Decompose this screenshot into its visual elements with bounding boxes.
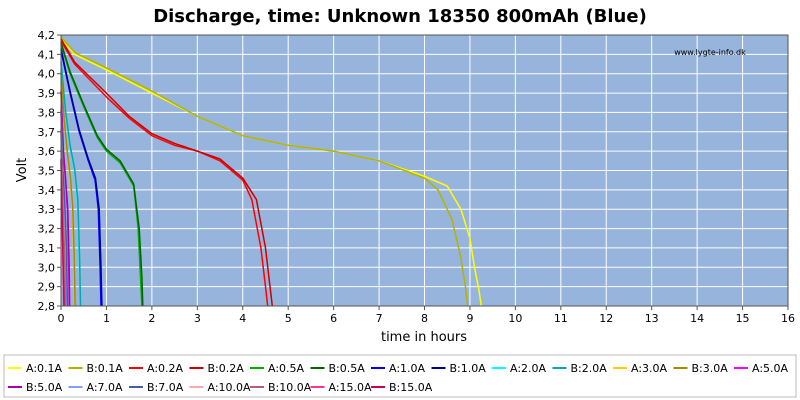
y-tick-label: 2,9 (38, 281, 56, 294)
y-tick-labels: 2,8 2,9 3,0 3,1 3,2 3,3 3,4 3,5 3,6 3,7 3,8 3,9 4,0 4… (38, 29, 61, 313)
y-axis-label: Volt (15, 158, 30, 183)
legend-label: B:0.2A (208, 362, 245, 375)
x-tick-label: 1 (103, 312, 110, 325)
legend-label: B:1.0A (450, 362, 487, 375)
series-line-b-2-0a (60, 62, 82, 307)
x-tick-label: 12 (599, 312, 613, 325)
legend-label: B:0.1A (87, 362, 124, 375)
series-line-b-10-0a (60, 129, 67, 307)
legend-label: A:15.0A (329, 381, 373, 394)
y-tick-label: 4,1 (38, 48, 56, 61)
legend-label: B:3.0A (692, 362, 729, 375)
legend: A:0.1A B:0.1A A:0.2A B:0.2A A:0.5A B:0.5A A:1.… (8, 362, 789, 394)
watermark-text: www.lygte-info.dk (674, 48, 746, 57)
x-tick-label: 14 (690, 312, 704, 325)
x-tick-label: 9 (466, 312, 473, 325)
y-tick-label: 4,0 (38, 68, 56, 81)
x-tick-label: 13 (645, 312, 659, 325)
series-lines (60, 36, 483, 307)
legend-label: B:15.0A (389, 381, 433, 394)
y-tick-label: 3,8 (38, 106, 56, 119)
y-tick-label: 4,2 (38, 29, 56, 42)
x-tick-label: 11 (554, 312, 568, 325)
chart-title: Discharge, time: Unknown 18350 800mAh (B… (153, 6, 647, 27)
legend-label: A:3.0A (631, 362, 668, 375)
x-tick-label: 3 (194, 312, 201, 325)
legend-label: B:10.0A (268, 381, 312, 394)
y-tick-label: 3,6 (38, 145, 56, 158)
y-tick-label: 2,8 (38, 300, 56, 313)
x-axis-label: time in hours (381, 330, 467, 345)
series-line-b-15-0a (60, 158, 65, 307)
series-line-b-0-1a (60, 36, 469, 307)
legend-label: A:0.5A (268, 362, 305, 375)
legend-label: A:1.0A (389, 362, 426, 375)
x-tick-label: 8 (421, 312, 428, 325)
x-tick-label: 6 (330, 312, 337, 325)
y-tick-label: 3,1 (38, 242, 56, 255)
y-tick-label: 3,9 (38, 87, 56, 100)
x-tick-label: 15 (736, 312, 750, 325)
legend-label: A:10.0A (208, 381, 252, 394)
grid-lines (60, 34, 789, 307)
x-tick-label: 2 (148, 312, 155, 325)
legend-label: B:7.0A (147, 381, 184, 394)
y-tick-label: 3,7 (38, 126, 56, 139)
legend-label: A:5.0A (752, 362, 789, 375)
legend-label: A:2.0A (510, 362, 547, 375)
legend-label: B:5.0A (26, 381, 63, 394)
x-tick-label: 4 (239, 312, 246, 325)
series-line-b-5-0a (60, 91, 71, 307)
legend-label: A:7.0A (87, 381, 124, 394)
y-tick-label: 3,5 (38, 165, 56, 178)
x-tick-label: 5 (285, 312, 292, 325)
legend-label: A:0.2A (147, 362, 184, 375)
series-line-b-0-5a (60, 42, 144, 307)
x-tick-label: 16 (781, 312, 795, 325)
y-tick-label: 3,0 (38, 261, 56, 274)
legend-label: A:0.1A (26, 362, 63, 375)
x-tick-labels: 0 1 2 3 4 5 6 7 8 9 10 11 12 13 14 15 16 (58, 306, 795, 325)
y-tick-label: 3,4 (38, 184, 56, 197)
legend-box (3, 354, 797, 398)
series-line-b-3-0a (60, 71, 76, 307)
x-tick-label: 0 (58, 312, 65, 325)
y-tick-label: 3,2 (38, 223, 56, 236)
series-line-b-1-0a (60, 48, 103, 307)
x-tick-label: 10 (508, 312, 522, 325)
y-tick-label: 3,3 (38, 203, 56, 216)
x-tick-label: 7 (376, 312, 383, 325)
series-line-b-0-2a (60, 38, 274, 307)
legend-label: B:2.0A (571, 362, 608, 375)
legend-label: B:0.5A (329, 362, 366, 375)
